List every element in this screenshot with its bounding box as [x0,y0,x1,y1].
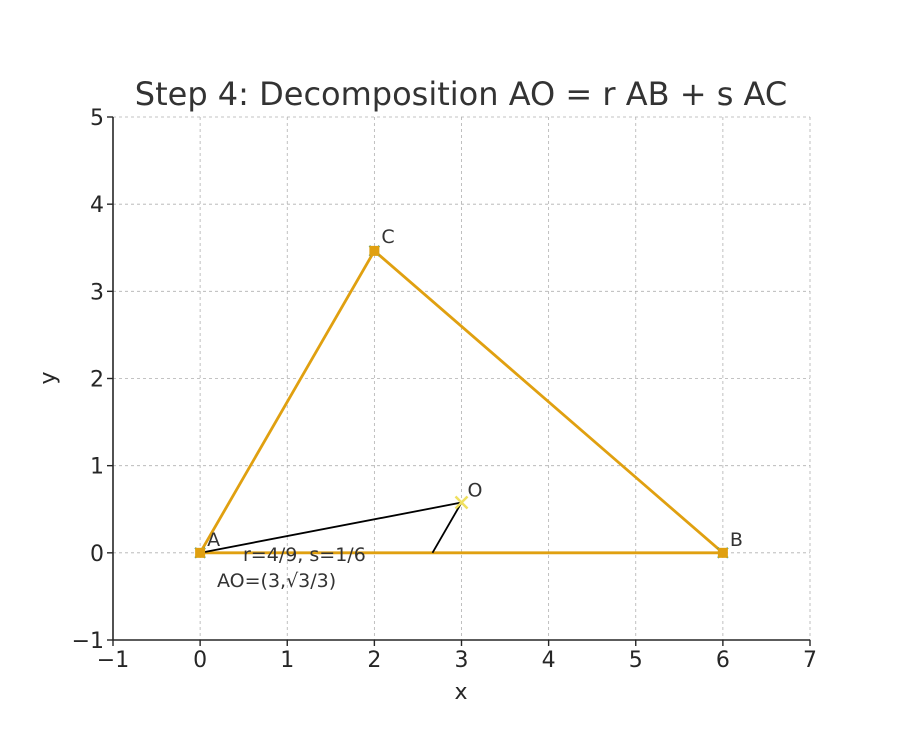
marker-square [195,547,206,558]
point-marker-o [454,495,469,510]
point-label-a: A [207,529,220,551]
chart-title: Step 4: Decomposition AO = r AB + s AC [135,75,787,113]
point-marker-a [194,547,206,559]
annotation-ao: AO=(3,√3/3) [217,570,336,592]
vector-ao-line [199,501,462,554]
marker-square [369,245,380,256]
x-tick-label: −1 [97,648,129,673]
series-layer [198,249,725,555]
y-tick-label: 2 [90,368,104,393]
x-tick-label: 5 [629,648,643,673]
y-axis-label: y [36,371,61,384]
marker-square [717,547,728,558]
x-tick-label: 0 [193,648,207,673]
x-tick-label: 1 [280,648,294,673]
y-tick-label: 3 [90,280,104,305]
point-label-c: C [381,226,394,248]
triangle-line [198,249,725,555]
point-label-o: O [468,480,483,502]
x-tick-label: 6 [716,648,730,673]
x-tick-label: 4 [542,648,556,673]
point-marker-b [717,547,729,559]
y-tick-label: 1 [90,455,104,480]
x-tick-label: 7 [803,648,817,673]
point-marker-c [368,245,381,257]
point-label-b: B [730,529,743,551]
grid [112,116,811,641]
marker-x-shape [454,495,469,510]
y-tick-label: 0 [90,542,104,567]
x-tick-label: 3 [455,648,469,673]
y-tick-label: 5 [90,106,104,131]
y-tick-label: 4 [90,193,104,218]
annotation-rs: r=4/9, s=1/6 [243,544,366,566]
point-labels: A B C O [207,226,743,551]
x-axis-label: x [454,680,467,705]
vector-component-line [431,502,463,554]
y-tick-label: −1 [72,629,104,654]
axes [107,116,811,646]
x-tick-label: 2 [367,648,381,673]
tick-labels: −1 0 1 2 3 4 5 6 7 −1 0 1 2 3 4 5 [72,106,817,673]
markers-layer [194,245,729,559]
